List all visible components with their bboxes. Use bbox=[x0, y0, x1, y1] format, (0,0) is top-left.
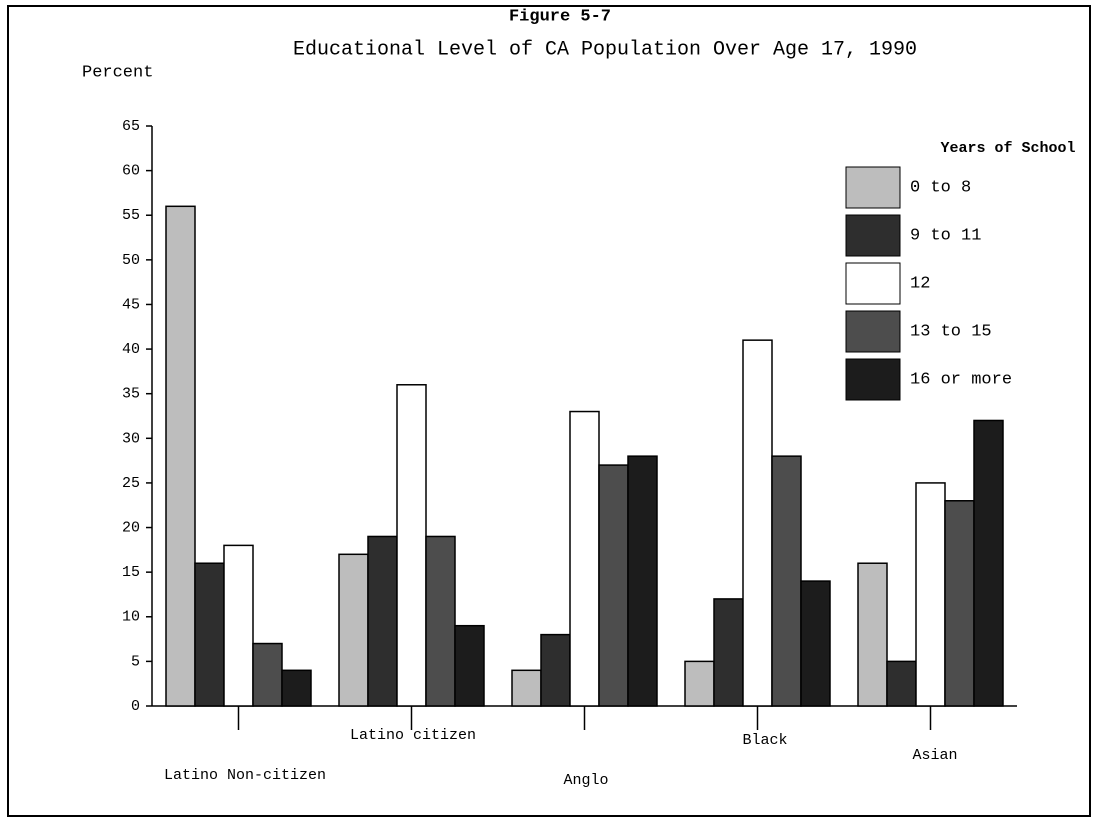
bar bbox=[886, 660, 917, 707]
bar bbox=[223, 544, 254, 707]
legend-label: 9 to 11 bbox=[910, 226, 981, 245]
y-tick-label: 60 bbox=[122, 163, 140, 180]
x-tick-label: Asian bbox=[912, 747, 957, 764]
x-tick-label: Latino Non-citizen bbox=[164, 767, 326, 784]
frame bbox=[7, 5, 1091, 817]
bar bbox=[973, 419, 1004, 707]
chart-title: Figure 5-7 bbox=[509, 7, 611, 26]
y-tick-label: 5 bbox=[131, 653, 140, 670]
legend-title: Years of School bbox=[940, 140, 1075, 157]
bar bbox=[396, 384, 427, 707]
y-tick-label: 45 bbox=[122, 296, 140, 313]
legend-label: 16 or more bbox=[910, 370, 1012, 389]
y-tick-label: 15 bbox=[122, 564, 140, 581]
y-tick-label: 40 bbox=[122, 341, 140, 358]
chart-subtitle: Educational Level of CA Population Over … bbox=[293, 38, 917, 61]
legend-label: 13 to 15 bbox=[910, 322, 992, 341]
bar bbox=[627, 455, 658, 707]
y-tick-label: 30 bbox=[122, 430, 140, 447]
legend-swatch bbox=[845, 214, 901, 257]
bar bbox=[944, 500, 975, 707]
bar bbox=[713, 598, 744, 707]
y-tick-label: 50 bbox=[122, 252, 140, 269]
bar bbox=[915, 482, 946, 707]
bar bbox=[771, 455, 802, 707]
bar bbox=[425, 535, 456, 707]
y-tick-label: 65 bbox=[122, 118, 140, 135]
legend-swatch bbox=[845, 166, 901, 209]
bar bbox=[800, 580, 831, 707]
y-tick-label: 55 bbox=[122, 207, 140, 224]
legend-label: 12 bbox=[910, 274, 930, 293]
bar bbox=[194, 562, 225, 707]
bar bbox=[252, 642, 283, 707]
y-tick-label: 10 bbox=[122, 609, 140, 626]
bar bbox=[165, 205, 196, 707]
legend-swatch bbox=[845, 262, 901, 305]
y-tick-label: 25 bbox=[122, 475, 140, 492]
x-tick-label: Latino citizen bbox=[350, 727, 476, 744]
bar bbox=[511, 669, 542, 707]
bar bbox=[540, 633, 571, 707]
y-axis-label: Percent bbox=[82, 63, 153, 82]
bar bbox=[281, 669, 312, 707]
y-tick-label: 35 bbox=[122, 386, 140, 403]
bar bbox=[742, 339, 773, 707]
x-tick-label: Black bbox=[742, 732, 787, 749]
legend-swatch bbox=[845, 310, 901, 353]
legend-label: 0 to 8 bbox=[910, 178, 971, 197]
bar bbox=[569, 410, 600, 707]
bar bbox=[454, 624, 485, 707]
legend-swatch bbox=[845, 358, 901, 401]
bar bbox=[857, 562, 888, 707]
y-tick-label: 20 bbox=[122, 520, 140, 537]
bar bbox=[684, 660, 715, 707]
bar bbox=[367, 535, 398, 707]
bar bbox=[598, 464, 629, 707]
x-tick-label: Anglo bbox=[563, 772, 608, 789]
bar bbox=[338, 553, 369, 707]
y-tick-label: 0 bbox=[131, 698, 140, 715]
